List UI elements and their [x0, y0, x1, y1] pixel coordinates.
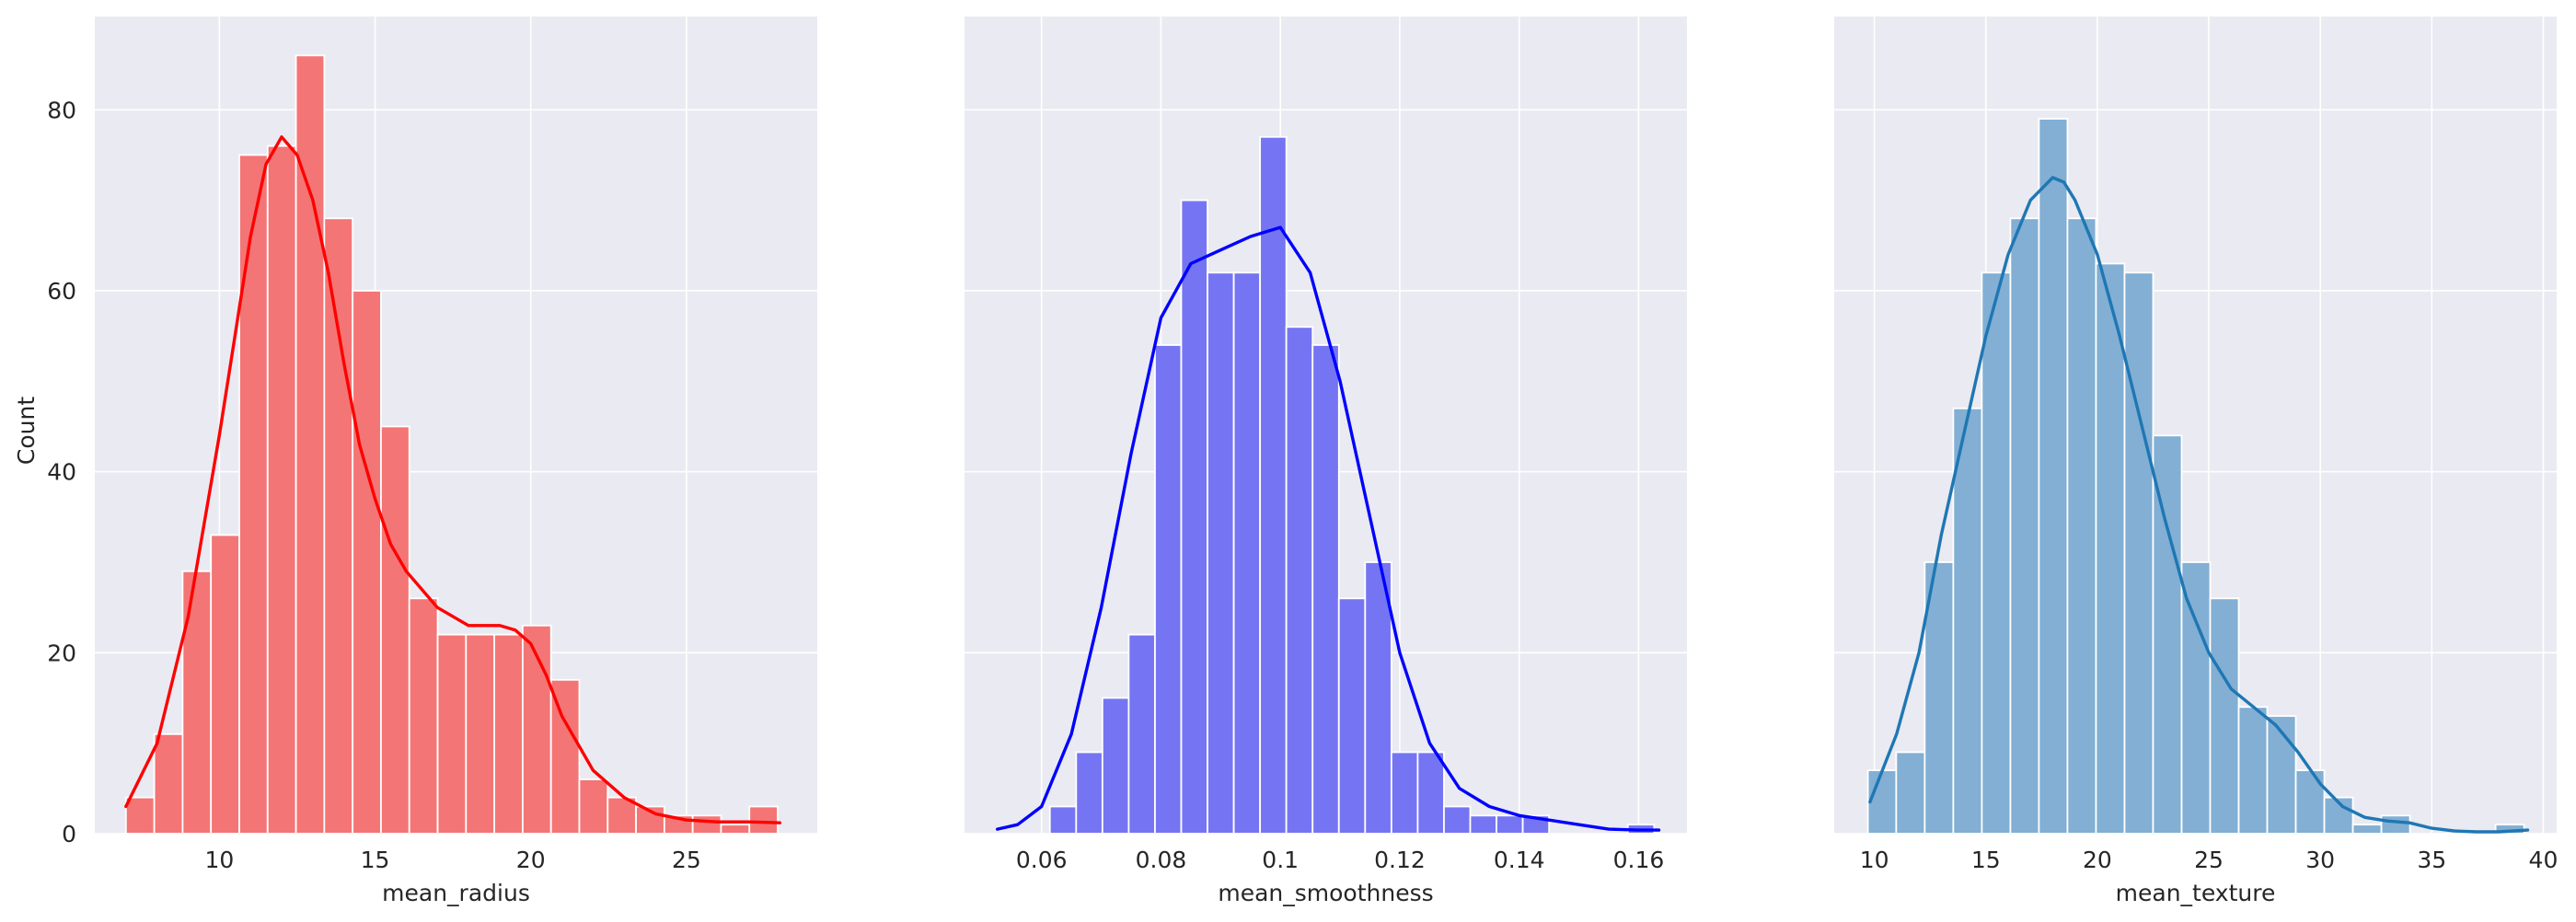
x-tick-label: 15 — [1971, 847, 2001, 873]
histogram-bar — [1496, 814, 1524, 835]
x-tick-label: 25 — [2194, 847, 2224, 873]
histogram-bar — [2152, 434, 2183, 835]
y-tick-label: 80 — [47, 97, 76, 123]
histogram-bar — [1337, 597, 1367, 835]
histogram-bar — [295, 54, 326, 835]
histogram-bar — [1443, 805, 1472, 835]
histogram-bar — [1180, 199, 1208, 835]
histogram-bar — [2294, 769, 2326, 835]
histogram-bar — [2009, 217, 2040, 835]
y-tick-label: 20 — [47, 640, 76, 666]
histogram-bar — [465, 633, 496, 835]
y-tick-label: 40 — [47, 459, 76, 486]
histogram-bar — [2209, 597, 2240, 835]
x-axis-label: mean_texture — [2116, 880, 2276, 906]
histogram-bar — [436, 633, 468, 835]
histogram-bar — [1048, 805, 1078, 835]
histogram-bar — [1981, 271, 2012, 835]
histogram-bar — [1285, 326, 1314, 835]
histogram-bar — [2380, 814, 2411, 835]
histogram-bar — [1101, 697, 1130, 835]
x-tick-label: 30 — [2305, 847, 2335, 873]
chart-panel-2: 0.06 0.08 0.1 0.12 0.14 0.16 mean_smoothness — [965, 17, 1687, 906]
histogram-bar — [748, 805, 779, 835]
histogram-bar — [2323, 796, 2354, 835]
histogram-bar — [2038, 118, 2069, 835]
chart-panel-1: 10 15 20 25 0 20 40 60 80 mean_radius — [47, 17, 817, 906]
histogram-bar — [1207, 271, 1235, 835]
x-tick-label: 0.12 — [1374, 847, 1426, 873]
y-tick-label: 0 — [62, 821, 76, 847]
kde-line — [1868, 176, 2530, 834]
x-tick-label: 40 — [2529, 847, 2559, 873]
x-tick-label: 0.08 — [1136, 847, 1187, 873]
histogram-bar — [691, 814, 722, 835]
histogram-bar — [1154, 344, 1183, 835]
x-tick-label: 10 — [204, 847, 234, 873]
histogram-bar — [2351, 824, 2383, 835]
y-tick-label: 60 — [47, 278, 76, 305]
x-tick-label: 0.1 — [1262, 847, 1299, 873]
histogram-bar — [606, 796, 637, 835]
histogram-bar — [1416, 751, 1445, 835]
x-tick-label: 20 — [516, 847, 546, 873]
histogram-bar — [1259, 135, 1288, 835]
histogram-bar — [408, 597, 439, 835]
histogram-bar — [2123, 271, 2154, 835]
kde-line — [124, 135, 782, 824]
chart-panel-3: 10 15 20 25 30 35 40 mean_texture — [1834, 17, 2558, 906]
histogram-bar — [549, 678, 581, 835]
x-axis-label: mean_smoothness — [1218, 880, 1433, 906]
histogram-bar — [266, 144, 297, 835]
histogram-bar — [1075, 751, 1103, 835]
histogram-bar — [238, 154, 269, 835]
histogram-bar — [153, 732, 184, 835]
histogram-bar — [323, 217, 354, 835]
x-tick-label: 0.16 — [1613, 847, 1665, 873]
histogram-bar — [1390, 751, 1419, 835]
histogram-bar — [493, 633, 524, 835]
histogram-bar — [1127, 633, 1156, 835]
x-tick-label: 20 — [2083, 847, 2112, 873]
y-axis-label-count: Count — [13, 397, 40, 465]
x-tick-label: 25 — [672, 847, 701, 873]
x-axis-label: mean_radius — [382, 880, 530, 906]
histogram-bar — [1923, 561, 1955, 835]
x-tick-label: 0.06 — [1016, 847, 1068, 873]
histogram-bar — [210, 534, 240, 835]
histogram-bar — [380, 425, 410, 835]
histogram-bar — [2066, 217, 2097, 835]
histogram-bar — [1952, 407, 1983, 835]
histogram-bar — [2095, 262, 2126, 835]
histogram-bar — [1469, 814, 1497, 835]
x-tick-label: 15 — [361, 847, 390, 873]
histogram-bar — [2180, 561, 2212, 835]
kde-line — [995, 225, 1661, 832]
histogram-bar — [1232, 271, 1262, 835]
x-tick-label: 0.14 — [1494, 847, 1545, 873]
x-tick-label: 35 — [2417, 847, 2446, 873]
histogram-bar — [124, 796, 156, 835]
x-tick-label: 10 — [1860, 847, 1889, 873]
histogram-bar — [2237, 706, 2269, 835]
histogram-bar — [352, 290, 382, 835]
histogram-bar — [1866, 769, 1898, 835]
histogram-bar — [720, 824, 751, 835]
histogram-bar — [181, 570, 213, 835]
histogram-bar — [1364, 561, 1392, 835]
histogram-bar — [1895, 751, 1926, 835]
histogram-bar — [578, 778, 609, 835]
histogram-bar — [1311, 344, 1340, 835]
histogram-bar — [522, 624, 552, 835]
